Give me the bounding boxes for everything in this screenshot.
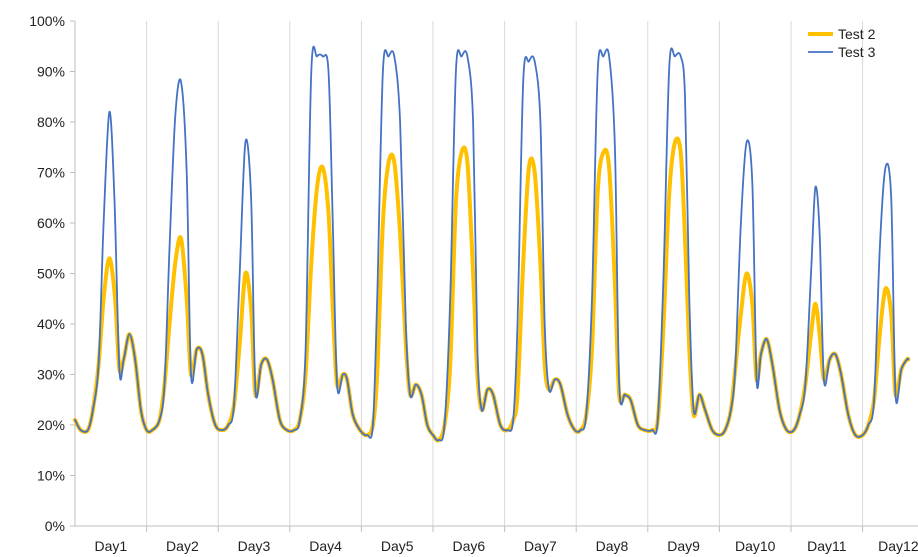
x-tick-label: Day3 xyxy=(238,538,271,554)
y-tick-label: 10% xyxy=(37,468,65,484)
x-tick-label: Day2 xyxy=(166,538,199,554)
y-tick-label: 80% xyxy=(37,114,65,130)
x-tick-label: Day10 xyxy=(735,538,776,554)
legend-label-test-3: Test 3 xyxy=(838,44,876,60)
y-tick-label: 20% xyxy=(37,417,65,433)
x-tick-label: Day1 xyxy=(94,538,127,554)
x-tick-label: Day5 xyxy=(381,538,414,554)
x-tick-label: Day12 xyxy=(878,538,918,554)
y-tick-label: 0% xyxy=(45,518,65,534)
y-tick-label: 30% xyxy=(37,367,65,383)
y-tick-label: 50% xyxy=(37,266,65,282)
y-tick-label: 100% xyxy=(29,13,65,29)
x-tick-label: Day8 xyxy=(596,538,629,554)
legend: Test 2 Test 3 xyxy=(808,26,876,60)
x-tick-label: Day4 xyxy=(309,538,342,554)
y-tick-label: 60% xyxy=(37,215,65,231)
legend-label-test-2: Test 2 xyxy=(838,26,876,42)
vertical-gridlines xyxy=(146,21,864,526)
y-tick-label: 70% xyxy=(37,165,65,181)
x-axis: Day1 Day2 Day3 Day4 Day5 Day6 Day7 Day8 Day9 Day1… xyxy=(75,525,918,554)
x-tick-label: Day11 xyxy=(807,538,847,554)
x-tick-label: Day7 xyxy=(524,538,557,554)
y-tick-label: 90% xyxy=(37,64,65,80)
x-tick-label: Day9 xyxy=(667,538,700,554)
y-tick-label: 40% xyxy=(37,316,65,332)
x-tick-label: Day6 xyxy=(452,538,485,554)
y-axis: 0% 10% 20% 30% 40% 50% 60% 70% 80% 90% 100% xyxy=(29,13,76,534)
series-lines xyxy=(73,45,911,443)
series-line-test-3 xyxy=(74,45,910,442)
